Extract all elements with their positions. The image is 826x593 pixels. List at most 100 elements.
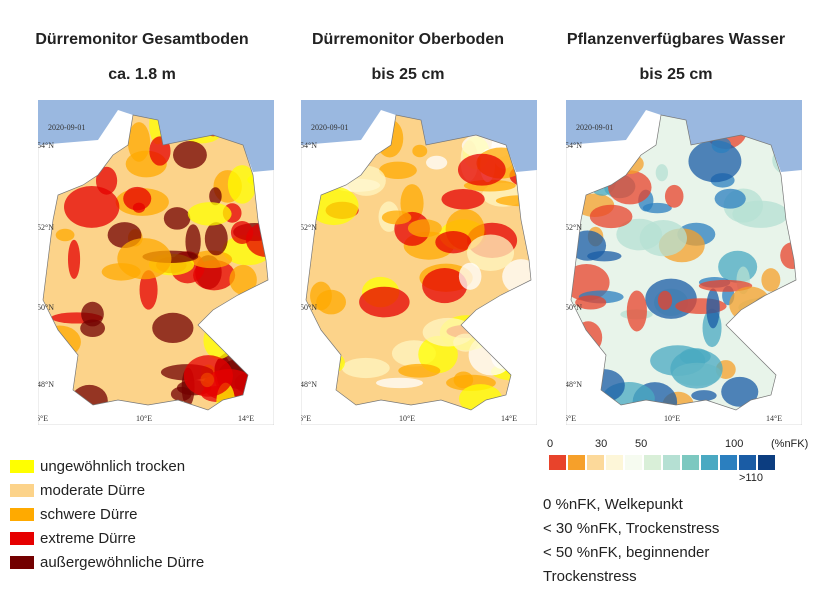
- map-patch: [639, 219, 687, 257]
- map-patch: [64, 186, 120, 228]
- note: < 30 %nFK, Trockenstress: [543, 520, 720, 537]
- map-patch: [173, 141, 207, 169]
- legend-item: extreme Dürre: [10, 526, 204, 550]
- map-patch: [467, 234, 515, 272]
- map-patch: [55, 228, 75, 242]
- scale-label: (%nFK): [771, 438, 809, 450]
- lon-label: 6°E: [301, 414, 311, 423]
- map-date: 2020-09-01: [576, 123, 613, 132]
- map-patch: [378, 161, 417, 180]
- lon-label: 10°E: [664, 414, 680, 423]
- scale-swatch: [682, 455, 699, 470]
- map: 2020-09-01 54°N 52°N 50°N 48°N 6°E 10°E 14°E: [38, 100, 274, 425]
- lat-label: 48°N: [38, 380, 54, 389]
- map-patch: [381, 210, 412, 225]
- map-patch: [589, 204, 633, 229]
- scale-label: >110: [739, 472, 763, 484]
- map-patch: [398, 363, 441, 378]
- border: [570, 114, 797, 411]
- scale-swatch: [758, 455, 775, 470]
- lat-label: 50°N: [301, 303, 317, 312]
- legend-item: außergewöhnliche Dürre: [10, 550, 204, 574]
- legend-item: moderate Dürre: [10, 478, 204, 502]
- lon-label: 14°E: [238, 414, 254, 423]
- map-patch: [308, 186, 359, 226]
- map-patch: [698, 279, 753, 292]
- legend-swatch: [10, 507, 34, 521]
- map-patch: [626, 290, 647, 332]
- map-patch: [189, 250, 233, 269]
- panel-subtitle: bis 25 cm: [639, 66, 713, 83]
- map-patch: [229, 264, 257, 295]
- map-patch: [655, 164, 669, 182]
- map-date: 2020-09-01: [48, 123, 85, 132]
- legend-label: extreme Dürre: [40, 529, 136, 547]
- scale-label: 50: [635, 438, 648, 450]
- map-patch: [67, 239, 81, 279]
- map-patch: [670, 349, 723, 389]
- lat-label: 54°N: [301, 141, 317, 150]
- scale-label: 0: [547, 438, 554, 450]
- border: [305, 114, 532, 411]
- legend-swatch: [10, 483, 34, 497]
- legend-swatch: [10, 459, 34, 473]
- sea: [566, 100, 802, 172]
- map-patch: [458, 262, 482, 290]
- map-patch: [642, 202, 672, 214]
- scale-label: 30: [595, 438, 608, 450]
- map-patch: [117, 238, 172, 280]
- legend-swatch: [10, 555, 34, 569]
- legend-label: ungewöhnlich trocken: [40, 457, 186, 475]
- scale-swatch: [701, 455, 718, 470]
- map: 2020-09-01 54°N 52°N 50°N 48°N 6°E 10°E 14°E: [566, 100, 802, 425]
- map-patch: [457, 153, 506, 186]
- map-patch: [209, 187, 222, 206]
- panel-subtitle: ca. 1.8 m: [108, 66, 176, 83]
- map-patch: [714, 188, 746, 209]
- map-patch: [316, 289, 346, 315]
- map-patch: [204, 222, 228, 256]
- map-patch: [187, 202, 232, 226]
- panel-title: Dürremonitor Gesamtboden: [35, 31, 249, 48]
- lat-label: 48°N: [301, 380, 317, 389]
- lon-label: 6°E: [566, 414, 576, 423]
- legend-swatch: [10, 531, 34, 545]
- lat-label: 52°N: [38, 223, 54, 232]
- note: 0 %nFK, Welkepunkt: [543, 496, 683, 513]
- scale-swatch: [644, 455, 661, 470]
- panel-title: Dürremonitor Oberboden: [311, 31, 504, 48]
- map-date: 2020-09-01: [311, 123, 348, 132]
- map-patch: [341, 357, 390, 379]
- lat-label: 54°N: [566, 141, 582, 150]
- map-patch: [664, 184, 684, 208]
- lat-label: 48°N: [566, 380, 582, 389]
- note: < 50 %nFK, beginnender Trockenstress: [543, 544, 710, 585]
- map-patch: [780, 242, 796, 269]
- map-patch: [163, 207, 191, 230]
- scale-swatch: [739, 455, 756, 470]
- map-patch: [375, 377, 424, 389]
- map-patch: [657, 290, 673, 310]
- map-patch: [81, 301, 104, 327]
- water-scale: 0 30 50 100 (%nFK) >110: [547, 438, 819, 488]
- scale-swatch: [720, 455, 737, 470]
- map-patch: [691, 390, 717, 402]
- map-patch: [227, 165, 257, 204]
- legend-label: moderate Dürre: [40, 481, 146, 499]
- scale-swatch: [549, 455, 566, 470]
- map-patch: [711, 137, 732, 154]
- legend-label: schwere Dürre: [40, 505, 138, 523]
- lat-label: 50°N: [566, 303, 582, 312]
- map-patch: [152, 312, 194, 344]
- map-patch: [123, 186, 152, 211]
- map-patch: [127, 122, 151, 162]
- map-patch: [170, 386, 192, 402]
- notes: 0 %nFK, Welkepunkt < 30 %nFK, Trockenstre…: [543, 493, 758, 589]
- map-patch: [732, 200, 789, 228]
- lon-label: 10°E: [399, 414, 415, 423]
- scale-swatch: [606, 455, 623, 470]
- lon-label: 14°E: [766, 414, 782, 423]
- scale-swatch: [568, 455, 585, 470]
- lon-label: 10°E: [136, 414, 152, 423]
- map-patch: [761, 268, 781, 292]
